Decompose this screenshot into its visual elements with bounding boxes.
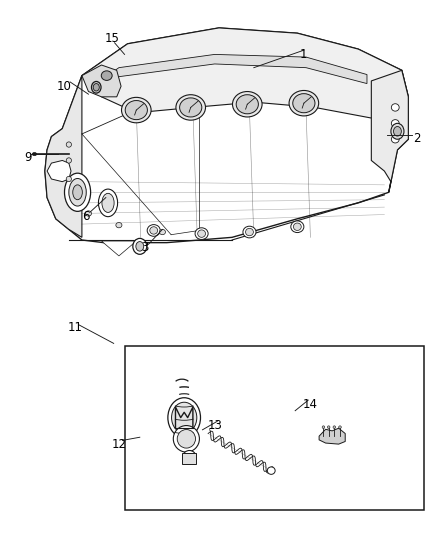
Text: 2: 2 xyxy=(413,132,421,144)
Polygon shape xyxy=(45,28,408,243)
Ellipse shape xyxy=(327,426,330,429)
Polygon shape xyxy=(45,76,82,237)
Text: 9: 9 xyxy=(24,151,31,164)
Ellipse shape xyxy=(233,92,262,117)
Ellipse shape xyxy=(133,238,147,254)
Ellipse shape xyxy=(180,98,202,117)
Ellipse shape xyxy=(243,226,256,238)
Ellipse shape xyxy=(92,82,101,93)
Ellipse shape xyxy=(150,227,158,234)
Ellipse shape xyxy=(391,123,404,139)
Ellipse shape xyxy=(391,135,399,143)
Text: 13: 13 xyxy=(207,419,222,432)
Ellipse shape xyxy=(393,126,401,136)
Polygon shape xyxy=(47,160,71,182)
Ellipse shape xyxy=(93,84,99,91)
Ellipse shape xyxy=(101,71,112,80)
Polygon shape xyxy=(104,54,367,86)
Ellipse shape xyxy=(168,398,201,438)
Ellipse shape xyxy=(391,119,399,127)
Ellipse shape xyxy=(173,425,199,452)
Ellipse shape xyxy=(391,104,399,111)
Polygon shape xyxy=(371,70,408,192)
Text: 1: 1 xyxy=(300,48,307,61)
Ellipse shape xyxy=(136,241,144,251)
Text: 6: 6 xyxy=(82,209,90,223)
Ellipse shape xyxy=(85,211,92,216)
Ellipse shape xyxy=(322,426,325,429)
Text: 14: 14 xyxy=(303,398,318,411)
Ellipse shape xyxy=(147,224,160,236)
Text: 12: 12 xyxy=(111,438,127,450)
Ellipse shape xyxy=(121,98,151,123)
Ellipse shape xyxy=(195,228,208,239)
Polygon shape xyxy=(82,28,408,118)
Polygon shape xyxy=(319,428,345,444)
Ellipse shape xyxy=(291,221,304,232)
Text: 11: 11 xyxy=(68,321,83,334)
Ellipse shape xyxy=(246,228,253,236)
Ellipse shape xyxy=(333,426,336,429)
Ellipse shape xyxy=(198,230,205,237)
Ellipse shape xyxy=(172,402,197,433)
Polygon shape xyxy=(102,241,136,256)
Ellipse shape xyxy=(66,158,71,163)
Ellipse shape xyxy=(69,179,86,206)
Ellipse shape xyxy=(32,152,37,156)
Ellipse shape xyxy=(293,94,315,113)
Ellipse shape xyxy=(99,189,117,216)
Text: 10: 10 xyxy=(57,80,72,93)
Ellipse shape xyxy=(64,173,91,212)
Ellipse shape xyxy=(102,193,114,213)
Polygon shape xyxy=(82,65,121,97)
Ellipse shape xyxy=(177,430,195,448)
Text: 3: 3 xyxy=(141,241,148,254)
Ellipse shape xyxy=(176,95,205,120)
Bar xyxy=(183,453,196,464)
Ellipse shape xyxy=(66,176,71,182)
Ellipse shape xyxy=(66,142,71,147)
Bar xyxy=(125,346,424,511)
Ellipse shape xyxy=(184,450,195,461)
Ellipse shape xyxy=(116,222,122,228)
Ellipse shape xyxy=(236,95,258,114)
Ellipse shape xyxy=(267,467,275,474)
Ellipse shape xyxy=(125,101,148,119)
Ellipse shape xyxy=(73,185,82,200)
Ellipse shape xyxy=(293,223,301,230)
Ellipse shape xyxy=(339,426,341,429)
Text: 15: 15 xyxy=(105,32,120,45)
Ellipse shape xyxy=(289,91,319,116)
Ellipse shape xyxy=(159,229,166,235)
